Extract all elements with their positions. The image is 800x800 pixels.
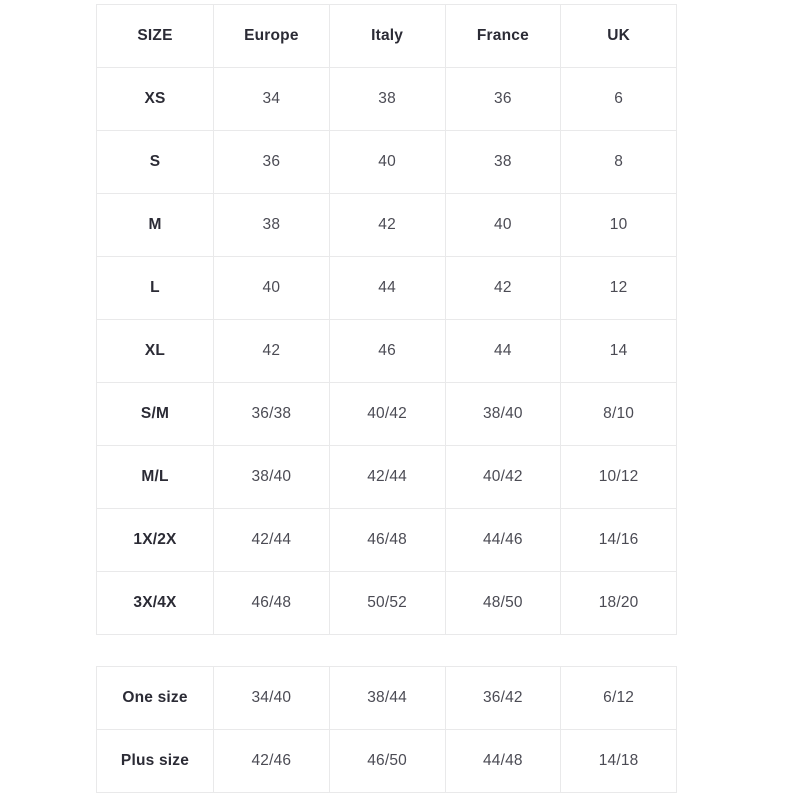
europe-value: 38 <box>213 193 330 257</box>
europe-value: 42 <box>213 319 330 383</box>
column-header-france: France <box>444 4 562 68</box>
france-value: 38 <box>444 130 562 194</box>
france-value: 38/40 <box>444 382 562 446</box>
size-label: M/L <box>96 445 214 509</box>
france-value: 36 <box>444 67 562 131</box>
size-label: M <box>96 193 214 257</box>
france-value: 48/50 <box>444 571 562 635</box>
uk-value: 10/12 <box>560 445 677 509</box>
table-row: M 38 42 40 10 <box>96 193 677 257</box>
table-row: XS 34 38 36 6 <box>96 67 677 131</box>
table-row: S 36 40 38 8 <box>96 130 677 194</box>
france-value: 40 <box>444 193 562 257</box>
table-row: S/M 36/38 40/42 38/40 8/10 <box>96 382 677 446</box>
italy-value: 42 <box>328 193 446 257</box>
france-value: 40/42 <box>444 445 562 509</box>
one-size-table: One size 34/40 38/44 36/42 6/12 Plus siz… <box>96 666 677 793</box>
size-label: XL <box>96 319 214 383</box>
italy-value: 38 <box>328 67 446 131</box>
table-header-row: SIZE Europe Italy France UK <box>96 4 677 68</box>
table-row: XL 42 46 44 14 <box>96 319 677 383</box>
table-row: Plus size 42/46 46/50 44/48 14/18 <box>96 729 677 793</box>
france-value: 44/46 <box>444 508 562 572</box>
uk-value: 6 <box>560 67 677 131</box>
uk-value: 8/10 <box>560 382 677 446</box>
italy-value: 46/48 <box>328 508 446 572</box>
size-label: S <box>96 130 214 194</box>
column-header-size: SIZE <box>96 4 214 68</box>
france-value: 36/42 <box>444 666 562 730</box>
italy-value: 42/44 <box>328 445 446 509</box>
uk-value: 10 <box>560 193 677 257</box>
france-value: 44/48 <box>444 729 562 793</box>
column-header-europe: Europe <box>213 4 330 68</box>
uk-value: 14 <box>560 319 677 383</box>
size-label: S/M <box>96 382 214 446</box>
europe-value: 38/40 <box>213 445 330 509</box>
france-value: 44 <box>444 319 562 383</box>
size-label: L <box>96 256 214 320</box>
column-header-italy: Italy <box>328 4 446 68</box>
uk-value: 8 <box>560 130 677 194</box>
europe-value: 34 <box>213 67 330 131</box>
italy-value: 46 <box>328 319 446 383</box>
italy-value: 40/42 <box>328 382 446 446</box>
uk-value: 18/20 <box>560 571 677 635</box>
uk-value: 14/16 <box>560 508 677 572</box>
uk-value: 12 <box>560 256 677 320</box>
table-row: M/L 38/40 42/44 40/42 10/12 <box>96 445 677 509</box>
uk-value: 6/12 <box>560 666 677 730</box>
size-label: XS <box>96 67 214 131</box>
europe-value: 40 <box>213 256 330 320</box>
italy-value: 38/44 <box>328 666 446 730</box>
size-label: Plus size <box>96 729 214 793</box>
table-row: One size 34/40 38/44 36/42 6/12 <box>96 666 677 730</box>
size-label: 3X/4X <box>96 571 214 635</box>
size-label: 1X/2X <box>96 508 214 572</box>
europe-value: 46/48 <box>213 571 330 635</box>
table-header: SIZE Europe Italy France UK <box>96 4 677 68</box>
standard-size-table: SIZE Europe Italy France UK XS 34 38 36 … <box>96 4 677 635</box>
italy-value: 40 <box>328 130 446 194</box>
france-value: 42 <box>444 256 562 320</box>
italy-value: 44 <box>328 256 446 320</box>
italy-value: 46/50 <box>328 729 446 793</box>
one-size-table-body: One size 34/40 38/44 36/42 6/12 Plus siz… <box>96 666 677 793</box>
size-label: One size <box>96 666 214 730</box>
europe-value: 42/46 <box>213 729 330 793</box>
uk-value: 14/18 <box>560 729 677 793</box>
column-header-uk: UK <box>560 4 677 68</box>
table-row: 1X/2X 42/44 46/48 44/46 14/16 <box>96 508 677 572</box>
europe-value: 42/44 <box>213 508 330 572</box>
europe-value: 36 <box>213 130 330 194</box>
europe-value: 34/40 <box>213 666 330 730</box>
standard-size-table-body: XS 34 38 36 6 S 36 40 38 8 M 38 42 40 10 <box>96 67 677 635</box>
table-row: L 40 44 42 12 <box>96 256 677 320</box>
italy-value: 50/52 <box>328 571 446 635</box>
table-row: 3X/4X 46/48 50/52 48/50 18/20 <box>96 571 677 635</box>
europe-value: 36/38 <box>213 382 330 446</box>
